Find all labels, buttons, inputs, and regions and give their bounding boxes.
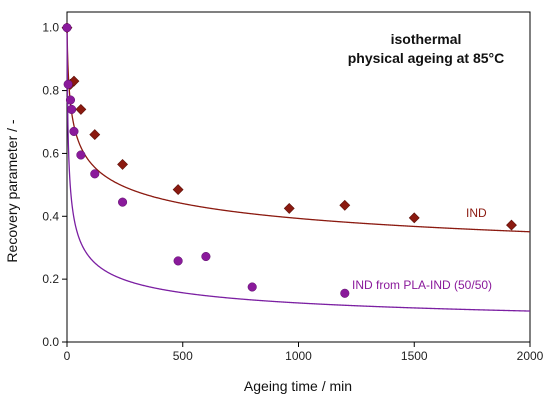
series-label-ind: IND — [466, 206, 487, 220]
data-point-circle — [62, 23, 72, 33]
x-tick-label: 500 — [173, 349, 193, 363]
data-points — [61, 22, 517, 298]
y-tick-label: 0.8 — [42, 84, 59, 98]
x-tick-label: 1000 — [285, 349, 312, 363]
data-point-diamond — [339, 199, 351, 211]
chart-title-line-1: isothermal — [391, 31, 462, 47]
data-point-circle — [118, 197, 128, 207]
data-point-circle — [63, 79, 73, 89]
data-point-circle — [247, 282, 257, 292]
data-point-diamond — [283, 203, 295, 214]
data-point-circle — [76, 150, 86, 160]
data-point-diamond — [506, 219, 517, 231]
data-point-circle — [90, 169, 100, 179]
y-tick-label: 0.0 — [42, 335, 59, 349]
x-tick-label: 2000 — [517, 349, 544, 363]
data-point-circle — [67, 104, 77, 114]
data-point-diamond — [172, 184, 184, 195]
data-point-diamond — [75, 104, 87, 115]
data-point-circle — [69, 126, 79, 136]
data-point-circle — [65, 95, 76, 105]
y-tick-label: 0.4 — [42, 209, 59, 223]
chart-labels: isothermal physical ageing at 85°C Agein… — [4, 31, 504, 394]
chart-title-line-2: physical ageing at 85°C — [348, 50, 505, 66]
y-tick-label: 0.6 — [42, 146, 59, 160]
x-tick-label: 1500 — [401, 349, 428, 363]
data-point-circle — [340, 288, 350, 298]
data-point-diamond — [117, 159, 128, 170]
y-axis-label: Recovery parameter / - — [4, 119, 20, 262]
fit-curve-0 — [66, 27, 531, 233]
fit-curves — [66, 27, 531, 312]
y-tick-label: 1.0 — [42, 21, 59, 35]
data-point-diamond — [89, 129, 101, 140]
series-label-pla-ind: IND from PLA-IND (50/50) — [352, 278, 492, 292]
data-point-diamond — [408, 212, 420, 224]
fit-curve-1 — [66, 27, 531, 312]
x-axis-label: Ageing time / min — [244, 378, 352, 394]
axes: 0 500 1000 1500 2000 0.0 0.2 0.4 0.6 0.8 1.0 — [42, 21, 543, 363]
x-tick-label: 0 — [64, 349, 71, 363]
data-point-circle — [201, 251, 211, 262]
y-tick-label: 0.2 — [42, 272, 59, 286]
data-point-circle — [173, 256, 183, 266]
